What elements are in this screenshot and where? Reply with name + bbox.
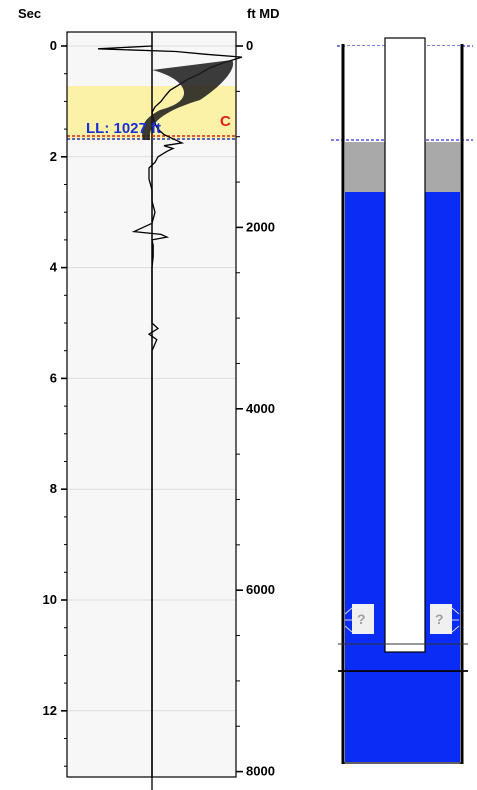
unknown-marker-right-label: ? [435,611,444,627]
right-axis-tick-label: 8000 [246,764,275,779]
right-axis-tick-label: 2000 [246,219,275,234]
gas-column-right [425,142,460,192]
annulus-gas-zone-left [345,46,385,140]
right-axis-tick-label: 0 [246,38,253,53]
wellbore-schematic: ? ? [331,37,473,764]
right-axis-tick-label: 6000 [246,582,275,597]
right-axis-ticks: 0 2000 4000 6000 8000 [236,38,275,779]
left-axis-tick-label: 10 [43,592,57,607]
right-axis-title: ft MD [247,6,280,21]
left-axis-tick-label: 6 [50,370,57,385]
gas-column-left [345,142,385,192]
left-axis-ticks: 0 2 4 6 8 10 12 [43,38,67,767]
liquid-level-label: LL: 1027 ft [86,120,161,137]
unknown-marker-left-label: ? [357,611,366,627]
left-axis-tick-label: 0 [50,38,57,53]
unknown-marker-right: ? [430,604,460,634]
left-axis-tick-label: 12 [43,703,57,718]
collar-label: C [220,113,231,130]
left-axis-tick-label: 4 [50,260,58,275]
annulus-gas-zone-right [425,46,460,140]
trace-plot-frame [66,31,237,778]
tubing [384,37,426,653]
left-axis-tick-label: 8 [50,481,57,496]
left-axis-title: Sec [18,6,42,21]
right-axis-tick-label: 4000 [246,401,275,416]
acoustic-trace-line [97,45,243,790]
left-axis-tick-label: 2 [50,149,57,164]
unknown-marker-left: ? [344,604,374,634]
trace-envelope [142,60,234,140]
